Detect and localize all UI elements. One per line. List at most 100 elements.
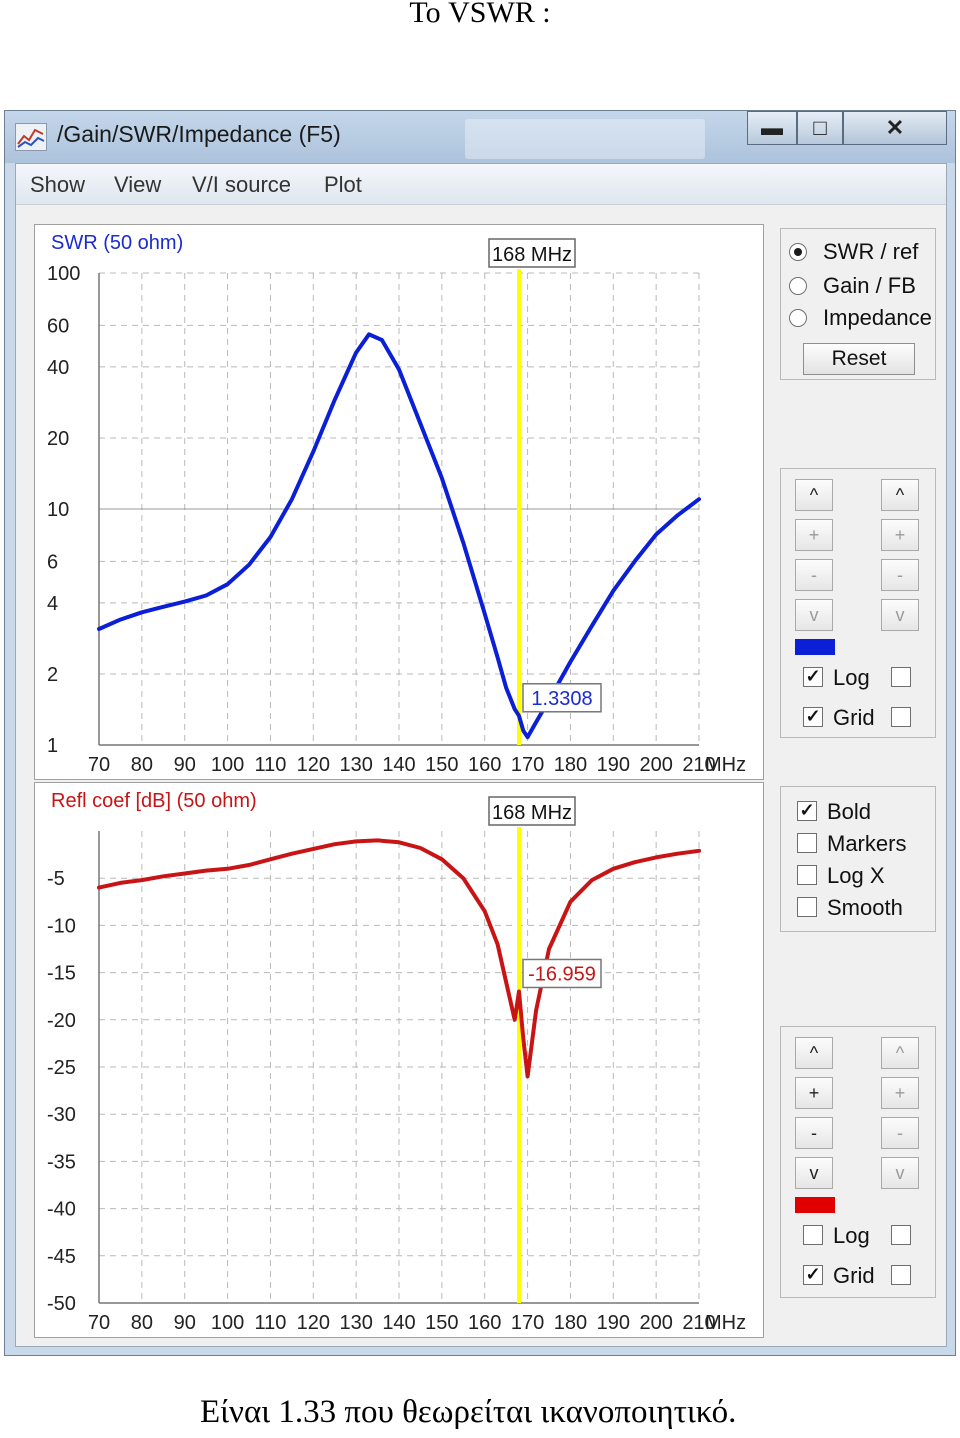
refl-plot-panel: Refl coef [dB] (50 ohm) 70 80 90 100 110 120 13… xyxy=(34,782,764,1338)
menu-bar: Show View V/I source Plot xyxy=(16,164,946,205)
refl-x-grid-checkbox[interactable] xyxy=(891,1265,911,1285)
swr-zoom-in-button[interactable]: + xyxy=(795,519,833,551)
chart-app-icon xyxy=(15,123,47,151)
swr-x-zoom-out-button[interactable]: - xyxy=(881,559,919,591)
swr-grid-checkbox[interactable]: ✓ xyxy=(803,707,823,727)
radio-gain-fb[interactable] xyxy=(789,277,807,295)
refl-zoom-out-button[interactable]: - xyxy=(795,1117,833,1149)
refl-y-tick-label: -10 xyxy=(47,915,76,937)
radio-swr-ref[interactable] xyxy=(789,243,807,261)
menu-vi-source[interactable]: V/I source xyxy=(192,172,292,197)
swr-y-tick-label: 4 xyxy=(47,593,58,615)
swr-y-tick-label: 20 xyxy=(47,428,69,450)
refl-x-tick-label: 160 xyxy=(468,1312,501,1334)
refl-x-zoom-out-button[interactable]: - xyxy=(881,1117,919,1149)
refl-x-tick-label: 130 xyxy=(339,1312,372,1334)
refl-zoom-in-button[interactable]: + xyxy=(795,1077,833,1109)
swr-log-label: Log xyxy=(833,665,870,690)
mode-swr-ref-label: SWR / ref xyxy=(823,239,919,264)
minimize-button[interactable]: ▬ xyxy=(747,111,797,145)
log-x-checkbox[interactable] xyxy=(797,865,817,885)
swr-marker-value-box xyxy=(522,683,602,713)
swr-x-tick-label: 70 xyxy=(88,754,110,776)
swr-x-tick-label: 130 xyxy=(339,754,372,776)
maximize-button[interactable]: □ xyxy=(797,111,843,145)
refl-y-tick-label: -30 xyxy=(47,1104,76,1126)
menu-plot[interactable]: Plot xyxy=(324,172,362,197)
swr-y-tick-label: 60 xyxy=(47,315,69,337)
refl-x-tick-label: 200 xyxy=(639,1312,672,1334)
swr-curve-color-swatch[interactable] xyxy=(795,639,835,655)
swr-x-tick-label: 100 xyxy=(211,754,244,776)
swr-chart-title: SWR (50 ohm) xyxy=(51,232,183,254)
swr-y-tick-label: 10 xyxy=(47,499,69,521)
swr-x-grid-checkbox[interactable] xyxy=(891,707,911,727)
swr-x-tick-label: 150 xyxy=(425,754,458,776)
refl-y-tick-label: -5 xyxy=(47,868,65,890)
swr-scale-controls: ^ ^ + + - - v v ✓ Log ✓ Grid xyxy=(780,468,936,738)
background-window-tab xyxy=(465,119,705,159)
refl-grid-checkbox[interactable]: ✓ xyxy=(803,1265,823,1285)
refl-y-tick-label: -15 xyxy=(47,963,76,985)
swr-marker-value-label: 1.3308 xyxy=(531,688,592,710)
swr-x-tick-label: 210 xyxy=(682,754,715,776)
refl-x-log-checkbox[interactable] xyxy=(891,1225,911,1245)
swr-x-scroll-up-button[interactable]: ^ xyxy=(881,479,919,511)
swr-chart[interactable]: SWR (50 ohm)70 80 90 100 110 120 130 140 150 160 1… xyxy=(35,225,763,779)
refl-scroll-down-button[interactable]: v xyxy=(795,1157,833,1189)
markers-label: Markers xyxy=(827,831,907,856)
refl-y-tick-label: -35 xyxy=(47,1151,76,1173)
swr-y-tick-label: 2 xyxy=(47,664,58,686)
refl-y-tick-label: -20 xyxy=(47,1010,76,1032)
refl-x-zoom-in-button[interactable]: + xyxy=(881,1077,919,1109)
refl-scale-controls: ^ ^ + + - - v v Log ✓ Grid xyxy=(780,1026,936,1298)
swr-zoom-out-button[interactable]: - xyxy=(795,559,833,591)
refl-x-tick-label: 120 xyxy=(297,1312,330,1334)
swr-series-line xyxy=(97,332,701,740)
refl-y-tick-label: -50 xyxy=(47,1293,76,1315)
swr-x-tick-label: 140 xyxy=(382,754,415,776)
swr-marker-frequency-label: 168 MHz xyxy=(492,244,572,266)
swr-x-log-checkbox[interactable] xyxy=(891,667,911,687)
refl-log-checkbox[interactable] xyxy=(803,1225,823,1245)
refl-x-tick-label: 180 xyxy=(554,1312,587,1334)
swr-x-scroll-down-button[interactable]: v xyxy=(881,599,919,631)
swr-x-zoom-in-button[interactable]: + xyxy=(881,519,919,551)
menu-view[interactable]: View xyxy=(114,172,162,197)
swr-x-tick-label: 80 xyxy=(131,754,153,776)
refl-y-tick-label: -40 xyxy=(47,1199,76,1221)
swr-scroll-down-button[interactable]: v xyxy=(795,599,833,631)
swr-x-unit-label: MHz xyxy=(705,754,746,776)
swr-x-tick-label: 170 xyxy=(511,754,544,776)
refl-x-tick-label: 190 xyxy=(597,1312,630,1334)
swr-plot-panel: SWR (50 ohm) 70 80 90 100 110 120 130 140 150 160 1… xyxy=(34,224,764,780)
refl-grid-label: Grid xyxy=(833,1263,875,1288)
refl-x-tick-label: 170 xyxy=(511,1312,544,1334)
refl-chart-title: Refl coef [dB] (50 ohm) xyxy=(51,790,257,812)
swr-x-tick-label: 200 xyxy=(639,754,672,776)
reset-button[interactable]: Reset xyxy=(803,343,915,375)
refl-scroll-up-button[interactable]: ^ xyxy=(795,1037,833,1069)
swr-log-checkbox[interactable]: ✓ xyxy=(803,667,823,687)
swr-scroll-up-button[interactable]: ^ xyxy=(795,479,833,511)
document-caption: Είναι 1.33 που θεωρείται ικανοποιητικό. xyxy=(200,1394,737,1430)
gain-swr-impedance-window: /Gain/SWR/Impedance (F5) ▬ □ ✕ Show View… xyxy=(4,110,956,1356)
menu-show[interactable]: Show xyxy=(30,172,86,197)
swr-y-tick-label: 6 xyxy=(47,551,58,573)
swr-marker-frequency-box xyxy=(488,238,576,268)
refl-curve-color-swatch[interactable] xyxy=(795,1197,835,1213)
mode-gain-fb-label: Gain / FB xyxy=(823,273,916,298)
swr-y-tick-label: 40 xyxy=(47,357,69,379)
refl-x-tick-label: 100 xyxy=(211,1312,244,1334)
bold-checkbox[interactable]: ✓ xyxy=(797,801,817,821)
title-bar[interactable]: /Gain/SWR/Impedance (F5) ▬ □ ✕ xyxy=(5,111,955,163)
radio-impedance[interactable] xyxy=(789,309,807,327)
smooth-checkbox[interactable] xyxy=(797,897,817,917)
refl-x-tick-label: 90 xyxy=(174,1312,196,1334)
close-button[interactable]: ✕ xyxy=(843,111,947,145)
refl-x-scroll-down-button[interactable]: v xyxy=(881,1157,919,1189)
refl-x-scroll-up-button[interactable]: ^ xyxy=(881,1037,919,1069)
markers-checkbox[interactable] xyxy=(797,833,817,853)
smooth-label: Smooth xyxy=(827,895,903,920)
refl-coef-chart[interactable]: Refl coef [dB] (50 ohm) 70 80 90 100 110 120 13… xyxy=(35,783,763,1337)
